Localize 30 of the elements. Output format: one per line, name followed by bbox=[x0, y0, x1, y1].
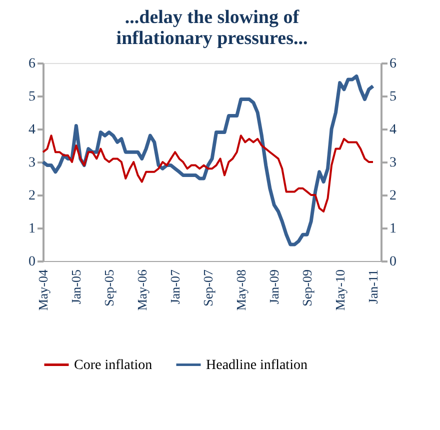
y-tick-label: 4 bbox=[28, 122, 36, 138]
y-tick-label: 5 bbox=[28, 90, 36, 104]
y2-tick-label: 6 bbox=[390, 56, 396, 72]
y-tick-label: 1 bbox=[28, 222, 36, 236]
x-tick-label: Jan-07 bbox=[168, 269, 183, 304]
y2-tick-label: 0 bbox=[390, 254, 396, 270]
line-series bbox=[42, 134, 374, 212]
line-series bbox=[41, 74, 375, 246]
x-tick-label: May-06 bbox=[134, 269, 150, 311]
y-tick-label: 3 bbox=[28, 156, 36, 170]
y2-tick-label: 2 bbox=[390, 188, 396, 204]
y-tick-label: 0 bbox=[28, 254, 36, 270]
x-tick-label: Jan-05 bbox=[68, 270, 84, 304]
y2-tick-label: 5 bbox=[390, 90, 396, 104]
y-tick-label: 2 bbox=[28, 188, 36, 204]
y2-tick-label: 4 bbox=[390, 122, 396, 138]
x-tick-label: May-04 bbox=[36, 269, 50, 311]
legend-label: Headline inflation bbox=[206, 358, 308, 373]
x-tick-label: Jan-11 bbox=[366, 270, 381, 304]
legend-label: Core inflation bbox=[74, 358, 152, 373]
x-tick-label: Jan-09 bbox=[266, 270, 282, 304]
x-tick-label: Sep-07 bbox=[200, 269, 216, 306]
x-tick-label: Sep-09 bbox=[300, 270, 315, 306]
y2-tick-label: 3 bbox=[390, 156, 396, 170]
x-tick-label: May-08 bbox=[233, 270, 248, 311]
y2-tick-label: 1 bbox=[390, 222, 396, 236]
x-tick-label: Sep-05 bbox=[102, 270, 117, 306]
y-tick-label: 6 bbox=[28, 56, 36, 72]
x-tick-label: May-10 bbox=[332, 270, 348, 311]
chart-title: ...delay the slowing of inflationary pressures... bbox=[116, 7, 308, 49]
